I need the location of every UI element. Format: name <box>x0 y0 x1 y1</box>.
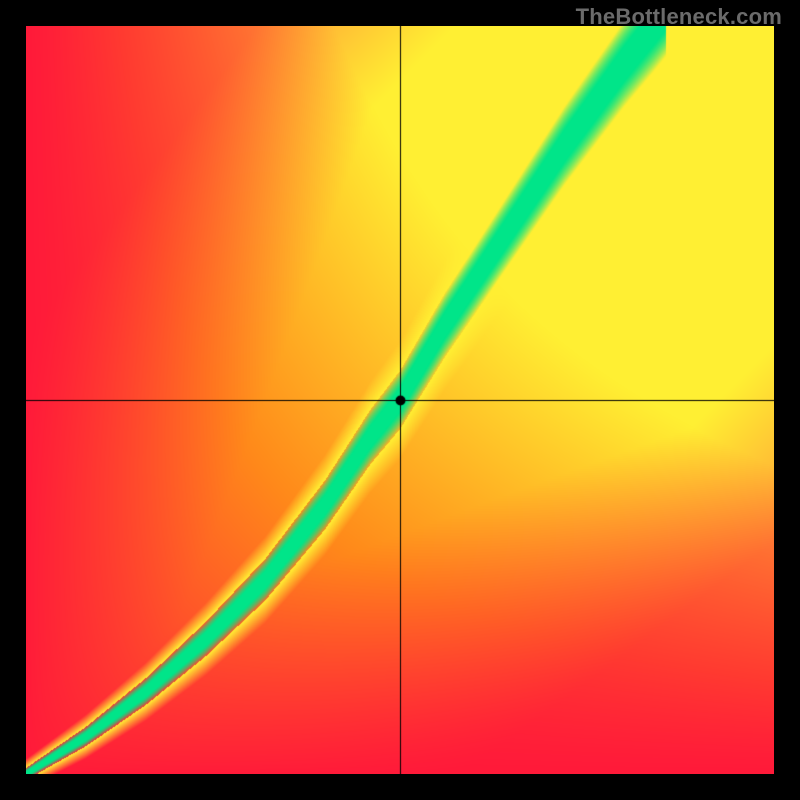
watermark-text: TheBottleneck.com <box>576 4 782 30</box>
chart-frame: TheBottleneck.com <box>0 0 800 800</box>
bottleneck-heatmap <box>26 26 774 774</box>
